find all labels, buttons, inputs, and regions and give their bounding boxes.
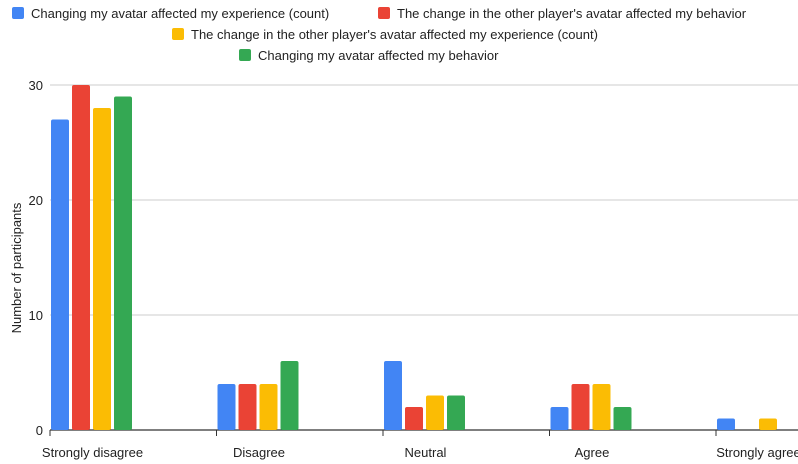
legend-swatch-series-3 [172,28,184,40]
bar [550,407,569,430]
gridlines [50,84,798,431]
bar [93,108,111,430]
bar [384,361,402,430]
legend-swatch-series-1 [12,7,24,19]
x-tick-label: Disagree [233,445,285,460]
bar [426,395,444,430]
y-tick-label: 0 [36,423,43,438]
bars [51,85,777,430]
legend-swatch-series-2 [378,7,390,19]
bar [759,418,777,430]
legend-label-series-2: The change in the other player's avatar … [397,6,747,21]
bar [405,407,423,430]
legend-label-series-3: The change in the other player's avatar … [191,27,598,42]
x-tick-label: Strongly agree [716,445,798,460]
legend-label-series-1: Changing my avatar affected my experienc… [31,6,329,21]
bar [592,384,611,430]
bar [72,85,90,430]
x-axis-ticks: Strongly disagree Disagree Neutral Agree Str… [42,430,798,460]
bar [217,384,236,430]
bar [447,395,465,430]
y-tick-label: 20 [29,193,43,208]
bar [238,384,257,430]
bar [114,96,132,430]
legend: Changing my avatar affected my experienc… [12,6,747,63]
y-axis-title: Number of participants [9,202,24,333]
bar [613,407,632,430]
x-tick-label: Agree [575,445,610,460]
bar [717,418,735,430]
legend-swatch-series-4 [239,49,251,61]
bar [259,384,278,430]
x-tick-label: Strongly disagree [42,445,143,460]
y-tick-label: 10 [29,308,43,323]
x-tick-label: Neutral [405,445,447,460]
y-tick-label: 30 [29,78,43,93]
bar [51,119,69,430]
bar [280,361,299,430]
bar [571,384,590,430]
legend-label-series-4: Changing my avatar affected my behavior [258,48,499,63]
y-axis-ticks: 0 10 20 30 [29,78,43,438]
